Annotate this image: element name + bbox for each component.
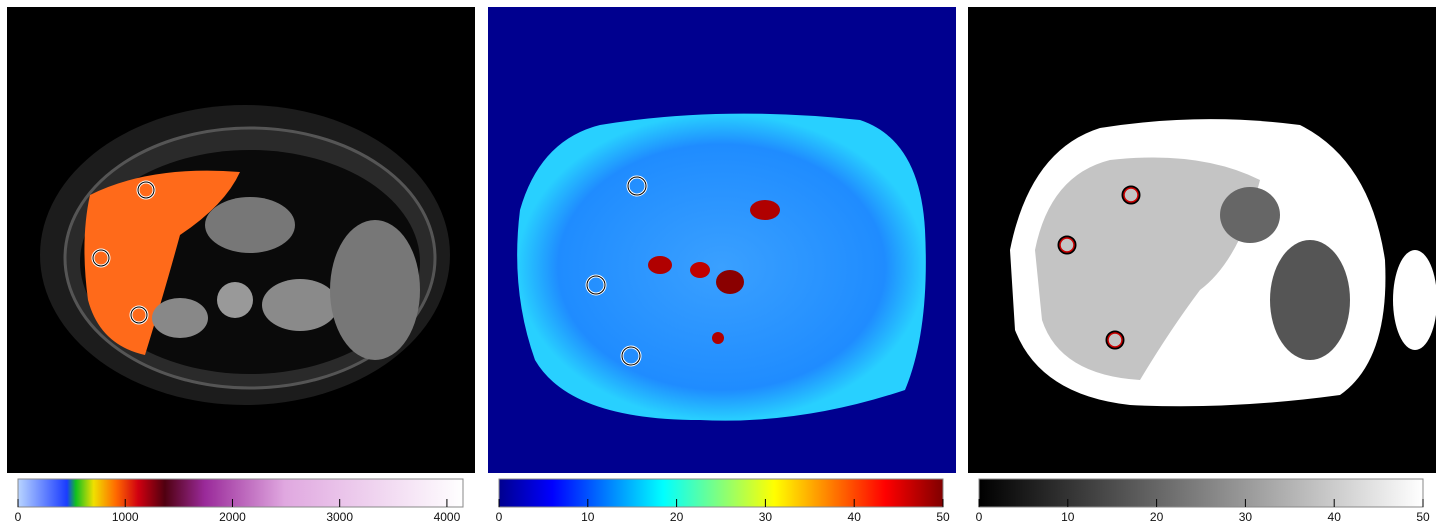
tick-label: 50 — [936, 510, 950, 523]
tick-label: 20 — [1150, 510, 1164, 523]
tick-label: 40 — [1328, 510, 1342, 523]
tick-label: 10 — [1061, 510, 1075, 523]
tick-label: 3000 — [326, 510, 353, 523]
panel-t2-map — [488, 7, 956, 473]
tick-label: 10 — [581, 510, 595, 523]
panel-t1-map — [7, 7, 475, 473]
tick-label: 0 — [976, 510, 983, 523]
tick-label: 1000 — [112, 510, 139, 523]
colorbar — [17, 478, 464, 508]
tick-label: 0 — [496, 510, 503, 523]
tick-label: 0 — [15, 510, 22, 523]
tick-label: 2000 — [219, 510, 246, 523]
colorbar — [498, 478, 944, 508]
tick-label: 40 — [848, 510, 862, 523]
tick-label: 30 — [1239, 510, 1253, 523]
tick-label: 50 — [1416, 510, 1430, 523]
tick-label: 30 — [759, 510, 773, 523]
tick-label: 4000 — [434, 510, 461, 523]
panel-grayscale-map — [968, 7, 1437, 473]
colorbar — [978, 478, 1424, 508]
tick-label: 20 — [670, 510, 684, 523]
